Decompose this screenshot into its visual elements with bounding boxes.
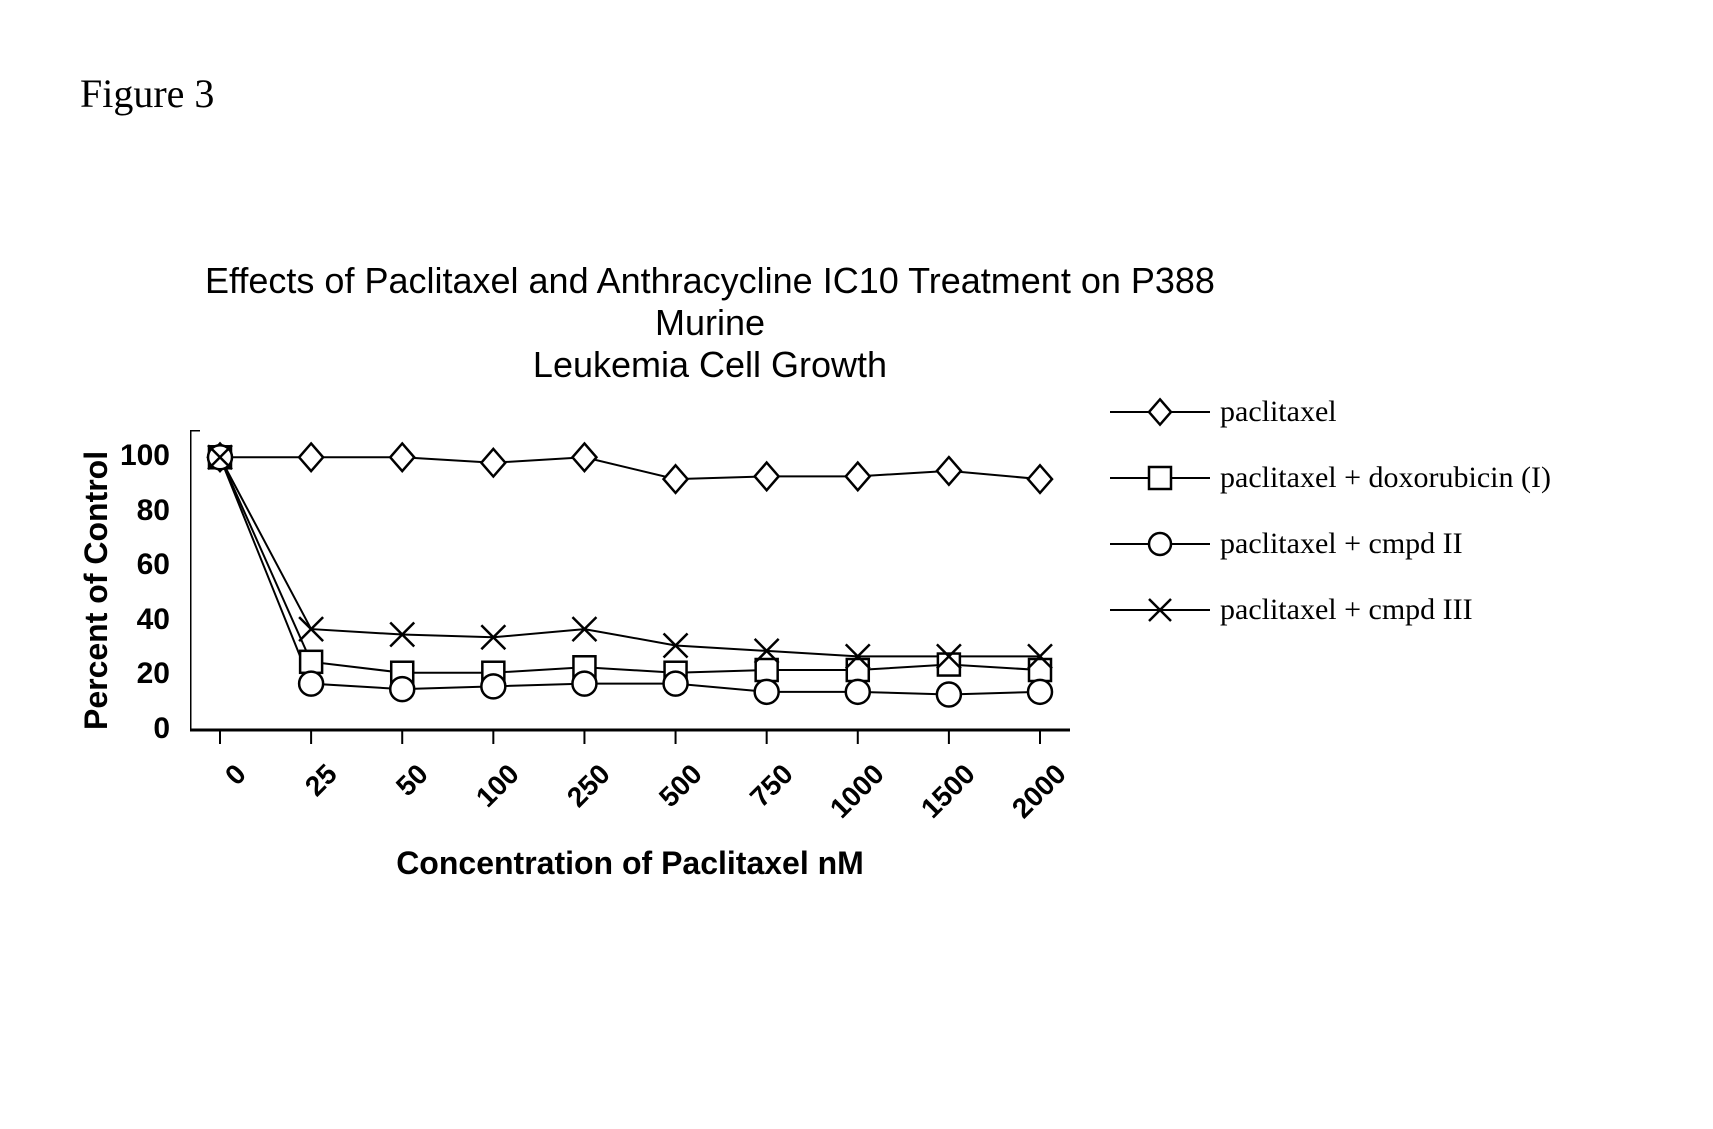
legend-swatch <box>1110 529 1210 559</box>
data-marker <box>937 457 961 485</box>
data-marker <box>1028 680 1052 704</box>
data-marker <box>481 449 505 477</box>
data-marker <box>300 651 322 673</box>
y-tick-label: 80 <box>110 494 170 528</box>
legend: paclitaxel paclitaxel + doxorubicin (I) pa… <box>1110 395 1551 659</box>
data-marker <box>481 674 505 698</box>
y-tick-label: 40 <box>110 603 170 637</box>
chart-container: Effects of Paclitaxel and Anthracycline … <box>60 260 1660 1060</box>
data-marker <box>390 443 414 471</box>
title-line-1: Effects of Paclitaxel and Anthracycline … <box>205 260 1215 343</box>
title-line-2: Leukemia Cell Growth <box>533 344 887 385</box>
data-marker <box>937 683 961 707</box>
legend-swatch <box>1110 397 1210 427</box>
legend-item: paclitaxel + cmpd III <box>1110 593 1551 627</box>
legend-item: paclitaxel <box>1110 395 1551 429</box>
plot-area <box>190 430 1130 790</box>
legend-swatch <box>1110 463 1210 493</box>
legend-label: paclitaxel + cmpd III <box>1220 593 1473 627</box>
data-marker <box>390 677 414 701</box>
y-tick-label: 0 <box>110 712 170 746</box>
data-marker <box>846 463 870 491</box>
data-marker <box>572 443 596 471</box>
data-marker <box>755 463 779 491</box>
chart-title: Effects of Paclitaxel and Anthracycline … <box>160 260 1260 386</box>
y-tick-label: 20 <box>110 657 170 691</box>
data-marker <box>299 672 323 696</box>
data-marker <box>299 443 323 471</box>
legend-item: paclitaxel + doxorubicin (I) <box>1110 461 1551 495</box>
data-marker <box>755 680 779 704</box>
data-marker <box>756 659 778 681</box>
data-marker <box>664 465 688 493</box>
data-marker <box>572 672 596 696</box>
figure-label: Figure 3 <box>80 70 214 117</box>
y-tick-label: 60 <box>110 548 170 582</box>
legend-label: paclitaxel + doxorubicin (I) <box>1220 461 1551 495</box>
legend-swatch <box>1110 595 1210 625</box>
data-marker <box>1028 465 1052 493</box>
data-marker <box>664 672 688 696</box>
x-axis-label: Concentration of Paclitaxel nM <box>290 845 970 882</box>
legend-label: paclitaxel + cmpd II <box>1220 527 1463 561</box>
y-tick-label: 100 <box>110 439 170 473</box>
legend-label: paclitaxel <box>1220 395 1337 429</box>
data-marker <box>846 680 870 704</box>
legend-item: paclitaxel + cmpd II <box>1110 527 1551 561</box>
